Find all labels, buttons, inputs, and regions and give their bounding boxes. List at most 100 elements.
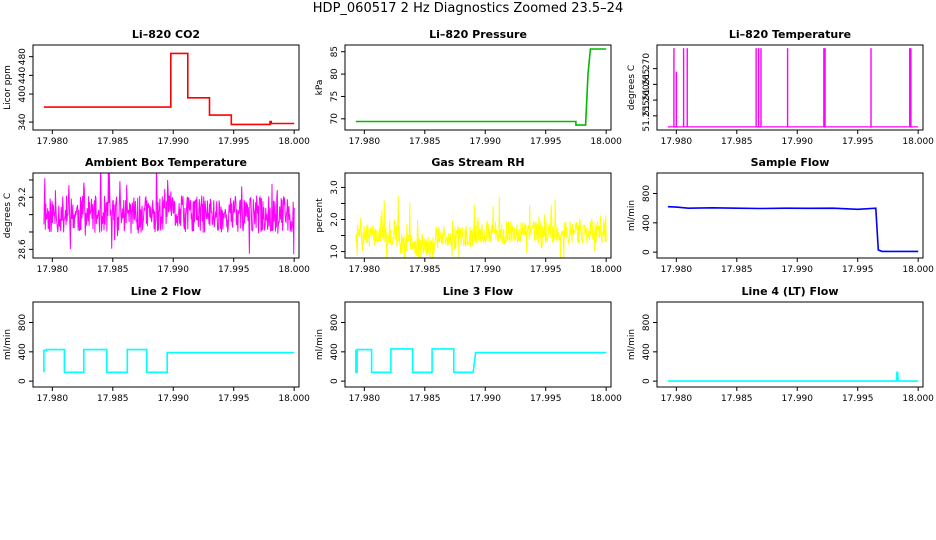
x-tick-label: 17.985 xyxy=(97,137,129,147)
y-axis-label: degrees C xyxy=(3,193,13,238)
x-tick-label: 17.990 xyxy=(782,137,814,147)
x-tick-label: 17.980 xyxy=(661,394,693,404)
plot-frame xyxy=(344,44,612,131)
y-tick-label: 800 xyxy=(18,314,28,331)
x-tick-label: 17.980 xyxy=(37,137,69,147)
data-layer xyxy=(43,52,295,126)
plot-frame xyxy=(344,301,612,388)
y-tick-label: 800 xyxy=(642,314,652,331)
y-tick-label: 400 xyxy=(642,343,652,360)
y-tick-label: 400 xyxy=(18,343,28,360)
y-axis-label: ml/min xyxy=(3,329,13,360)
x-tick-label: 17.990 xyxy=(158,394,190,404)
data-layer xyxy=(355,195,607,258)
x-tick-label: 18.000 xyxy=(278,265,310,275)
y-tick-label: 2.0 xyxy=(330,212,340,227)
y-axis-label: ml/min xyxy=(627,329,637,360)
series-line xyxy=(355,48,607,126)
chart-panel: Li–820 Pressure kPa 17.980 17.985 17.990 17.9… xyxy=(315,28,622,147)
y-tick-label: 80 xyxy=(330,68,340,80)
data-layer xyxy=(43,173,295,255)
series-line xyxy=(43,348,295,374)
x-tick-label: 17.995 xyxy=(842,394,874,404)
series-line xyxy=(355,348,607,374)
x-tick-label: 17.995 xyxy=(530,394,562,404)
plot-frame xyxy=(32,44,300,131)
x-tick-label: 18.000 xyxy=(902,394,934,404)
y-tick-label: 75 xyxy=(330,91,340,102)
x-tick-label: 17.990 xyxy=(158,265,190,275)
y-tick-label: 480 xyxy=(18,48,28,65)
x-tick-label: 18.000 xyxy=(902,265,934,275)
x-tick-label: 17.995 xyxy=(842,137,874,147)
y-axis-label: percent xyxy=(315,198,325,233)
x-tick-label: 17.980 xyxy=(661,137,693,147)
y-axis-label: Licor ppm xyxy=(3,65,13,110)
plot-frame xyxy=(656,44,924,131)
x-tick-label: 18.000 xyxy=(590,394,622,404)
y-axis-label: kPa xyxy=(315,80,325,96)
chart-panel: Li–820 CO2 Licor ppm 17.980 17.985 17.990 17.… xyxy=(3,28,310,147)
chart-panel: Li–820 Temperature degrees C 17.980 17.985 1… xyxy=(627,28,934,147)
chart-title: Li–820 CO2 xyxy=(132,28,200,41)
x-tick-label: 17.985 xyxy=(409,137,441,147)
x-tick-label: 17.980 xyxy=(349,394,381,404)
x-tick-label: 17.995 xyxy=(530,137,562,147)
y-tick-label: 3.0 xyxy=(330,180,340,195)
x-tick-label: 17.980 xyxy=(37,265,69,275)
x-tick-label: 17.985 xyxy=(721,137,753,147)
y-tick-label: 70 xyxy=(330,113,340,125)
x-tick-label: 18.000 xyxy=(278,137,310,147)
chart-title: Li–820 Temperature xyxy=(729,28,851,41)
y-tick-label: 51.270 xyxy=(642,53,652,85)
y-tick-label: 85 xyxy=(330,46,340,57)
chart-panel: Sample Flow ml/min 17.980 17.985 17.990 17.99… xyxy=(627,156,934,275)
x-tick-label: 18.000 xyxy=(590,137,622,147)
chart-title: Li–820 Pressure xyxy=(429,28,527,41)
x-tick-label: 17.985 xyxy=(721,265,753,275)
y-tick-label: 400 xyxy=(18,85,28,102)
series-line xyxy=(43,52,295,126)
x-tick-label: 17.985 xyxy=(721,394,753,404)
y-tick-label: 0 xyxy=(642,249,652,255)
series-line xyxy=(667,371,919,382)
data-layer xyxy=(355,48,607,126)
x-tick-label: 17.995 xyxy=(218,394,250,404)
x-tick-label: 17.995 xyxy=(842,265,874,275)
y-tick-label: 400 xyxy=(330,343,340,360)
x-tick-label: 17.990 xyxy=(470,137,502,147)
x-tick-label: 18.000 xyxy=(590,265,622,275)
x-tick-label: 17.980 xyxy=(37,394,69,404)
x-tick-label: 17.990 xyxy=(470,265,502,275)
y-tick-label: 28.6 xyxy=(18,239,28,259)
y-axis-label: ml/min xyxy=(627,200,637,231)
data-layer xyxy=(667,205,919,253)
x-tick-label: 17.980 xyxy=(349,137,381,147)
y-tick-label: 800 xyxy=(642,185,652,202)
y-tick-label: 800 xyxy=(330,314,340,331)
x-tick-label: 17.985 xyxy=(409,265,441,275)
x-tick-label: 17.990 xyxy=(782,394,814,404)
chart-title: Line 3 Flow xyxy=(443,285,513,298)
data-layer xyxy=(43,348,295,374)
y-tick-label: 51.255 xyxy=(642,100,652,132)
y-tick-label: 340 xyxy=(18,113,28,130)
plot-frame xyxy=(32,301,300,388)
x-tick-label: 17.990 xyxy=(158,137,190,147)
x-tick-label: 17.990 xyxy=(470,394,502,404)
plot-frame xyxy=(344,172,612,259)
x-tick-label: 17.985 xyxy=(97,265,129,275)
x-tick-label: 17.990 xyxy=(782,265,814,275)
y-tick-label: 1.0 xyxy=(330,244,340,259)
chart-panel: Gas Stream RH percent 17.980 17.985 17.990 17… xyxy=(315,156,622,275)
chart-title: Gas Stream RH xyxy=(431,156,524,169)
x-tick-label: 17.995 xyxy=(218,265,250,275)
series-line xyxy=(355,195,607,258)
y-tick-label: 51.265 xyxy=(642,69,652,101)
y-tick-label: 51.260 xyxy=(642,84,652,116)
y-tick-label: 400 xyxy=(642,214,652,231)
x-tick-label: 17.985 xyxy=(97,394,129,404)
data-layer xyxy=(667,48,919,128)
data-layer xyxy=(355,348,607,374)
